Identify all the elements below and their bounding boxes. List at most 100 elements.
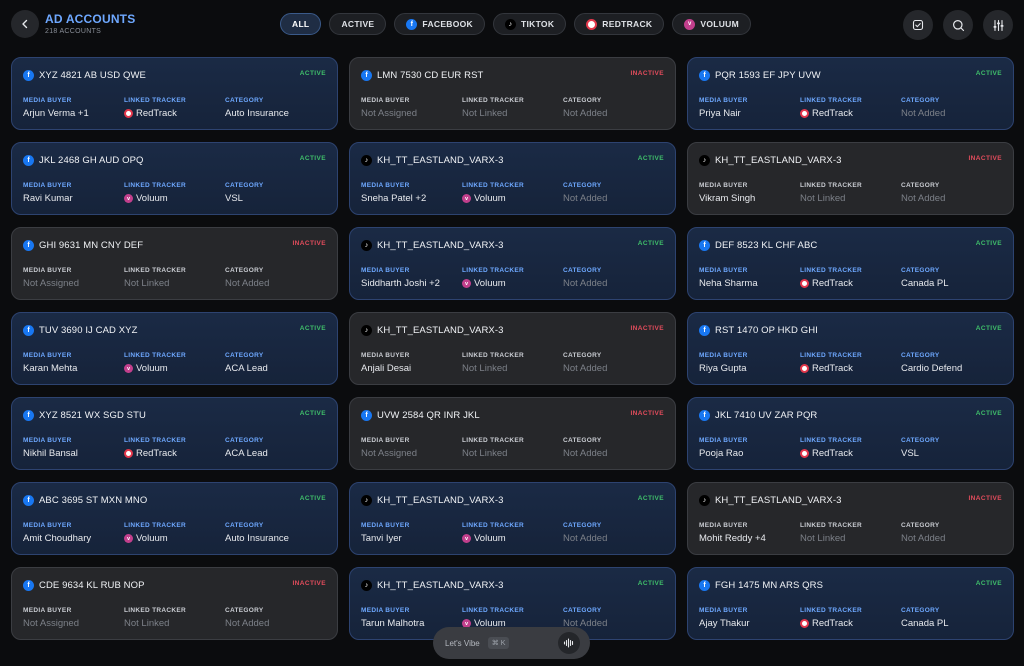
status-badge: INACTIVE	[630, 410, 664, 417]
media-buyer-value: Karan Mehta	[23, 363, 124, 374]
account-card[interactable]: ♪ KH_TT_EASTLAND_VARX-3 INACTIVE MEDIA BUYE…	[349, 312, 676, 385]
linked-tracker-text: Voluum	[136, 193, 168, 204]
facebook-icon: f	[699, 324, 710, 336]
voluum-icon: v	[684, 18, 696, 30]
back-button[interactable]	[11, 10, 39, 38]
media-buyer-value: Siddharth Joshi +2	[361, 278, 462, 289]
linked-tracker-text: Not Linked	[800, 193, 846, 204]
account-card[interactable]: f JKL 7410 UV ZAR PQR ACTIVE MEDIA BUYER Poo…	[687, 397, 1014, 470]
category-text: Auto Insurance	[225, 533, 289, 544]
filter-chip-tiktok[interactable]: ♪ TIKTOK	[493, 13, 567, 35]
card-header: f JKL 7410 UV ZAR PQR	[699, 408, 1002, 422]
facebook-icon: f	[699, 579, 710, 591]
media-buyer-label: MEDIA BUYER	[23, 182, 72, 189]
media-buyer-text: Not Assigned	[23, 278, 79, 289]
media-buyer-field: MEDIA BUYER Sneha Patel +2	[361, 182, 462, 204]
account-card[interactable]: f JKL 2468 GH AUD OPQ ACTIVE MEDIA BUYER Rav…	[11, 142, 338, 215]
category-label: CATEGORY	[563, 182, 602, 189]
account-name: DEF 8523 KL CHF ABC	[715, 239, 818, 251]
card-header: ♪ KH_TT_EASTLAND_VARX-3	[361, 153, 664, 167]
linked-tracker-text: RedTrack	[812, 448, 853, 459]
account-card[interactable]: f UVW 2584 QR INR JKL INACTIVE MEDIA BUYER N…	[349, 397, 676, 470]
linked-tracker-label: LINKED TRACKER	[462, 437, 524, 444]
select-button[interactable]	[903, 10, 933, 40]
card-fields: MEDIA BUYER Arjun Verma +1 LINKED TRACKER R…	[23, 97, 326, 119]
search-button[interactable]	[943, 10, 973, 40]
media-buyer-text: Siddharth Joshi +2	[361, 278, 440, 289]
linked-tracker-text: Not Linked	[124, 278, 170, 289]
redtrack-icon	[586, 18, 598, 30]
category-value: Auto Insurance	[225, 533, 326, 544]
category-field: CATEGORY ACA Lead	[225, 352, 326, 374]
status-badge: ACTIVE	[975, 325, 1002, 332]
filter-chip-facebook[interactable]: f FACEBOOK	[394, 13, 485, 35]
status-badge: INACTIVE	[630, 70, 664, 77]
account-card[interactable]: ♪ KH_TT_EASTLAND_VARX-3 INACTIVE MEDIA BUYE…	[687, 142, 1014, 215]
vibe-bar[interactable]: Let's Vibe ⌘ K	[433, 627, 590, 659]
category-text: Not Added	[563, 278, 608, 289]
account-card[interactable]: f RST 1470 OP HKD GHI ACTIVE MEDIA BUYER Riy…	[687, 312, 1014, 385]
category-value: Not Added	[901, 108, 1002, 119]
media-buyer-label: MEDIA BUYER	[699, 352, 748, 359]
linked-tracker-field: LINKED TRACKER RedTrack	[800, 352, 901, 374]
account-card[interactable]: ♪ KH_TT_EASTLAND_VARX-3 ACTIVE MEDIA BUYER S…	[349, 227, 676, 300]
media-buyer-value: Not Assigned	[23, 618, 124, 629]
card-fields: MEDIA BUYER Vikram Singh LINKED TRACKER Not…	[699, 182, 1002, 204]
filter-chip-voluum[interactable]: v VOLUUM	[672, 13, 752, 35]
filter-chip-all[interactable]: ALL	[280, 13, 322, 35]
category-label: CATEGORY	[901, 522, 940, 529]
search-icon	[952, 19, 964, 31]
account-card[interactable]: ♪ KH_TT_EASTLAND_VARX-3 ACTIVE MEDIA BUYER T…	[349, 482, 676, 555]
linked-tracker-label: LINKED TRACKER	[800, 607, 862, 614]
facebook-icon: f	[23, 494, 34, 506]
linked-tracker-label: LINKED TRACKER	[800, 437, 862, 444]
media-buyer-value: Arjun Verma +1	[23, 108, 124, 119]
media-buyer-field: MEDIA BUYER Neha Sharma	[699, 267, 800, 289]
category-label: CATEGORY	[563, 522, 602, 529]
linked-tracker-field: LINKED TRACKER Not Linked	[124, 607, 225, 629]
card-header: f DEF 8523 KL CHF ABC	[699, 238, 1002, 252]
facebook-icon: f	[23, 154, 34, 166]
category-field: CATEGORY Canada PL	[901, 267, 1002, 289]
linked-tracker-value: Not Linked	[800, 193, 901, 204]
account-card[interactable]: f GHI 9631 MN CNY DEF INACTIVE MEDIA BUYER N…	[11, 227, 338, 300]
facebook-icon: f	[699, 239, 710, 251]
linked-tracker-text: RedTrack	[136, 108, 177, 119]
filter-chip-redtrack[interactable]: REDTRACK	[574, 13, 665, 35]
category-text: Not Added	[563, 193, 608, 204]
category-label: CATEGORY	[563, 97, 602, 104]
card-fields: MEDIA BUYER Nikhil Bansal LINKED TRACKER Re…	[23, 437, 326, 459]
voice-button[interactable]	[558, 632, 580, 654]
category-value: Canada PL	[901, 618, 1002, 629]
account-name: ABC 3695 ST MXN MNO	[39, 494, 148, 506]
linked-tracker-label: LINKED TRACKER	[800, 352, 862, 359]
account-card[interactable]: f LMN 7530 CD EUR RST INACTIVE MEDIA BUYER N…	[349, 57, 676, 130]
account-card[interactable]: f XYZ 4821 AB USD QWE ACTIVE MEDIA BUYER Arj…	[11, 57, 338, 130]
filter-chip-active[interactable]: ACTIVE	[329, 13, 387, 35]
category-label: CATEGORY	[901, 607, 940, 614]
account-card[interactable]: f DEF 8523 KL CHF ABC ACTIVE MEDIA BUYER Neh…	[687, 227, 1014, 300]
tiktok-icon: ♪	[361, 239, 372, 251]
media-buyer-field: MEDIA BUYER Ajay Thakur	[699, 607, 800, 629]
account-card[interactable]: f FGH 1475 MN ARS QRS ACTIVE MEDIA BUYER Aja…	[687, 567, 1014, 640]
category-label: CATEGORY	[901, 182, 940, 189]
account-card[interactable]: f TUV 3690 IJ CAD XYZ ACTIVE MEDIA BUYER Kar…	[11, 312, 338, 385]
media-buyer-label: MEDIA BUYER	[23, 522, 72, 529]
account-card[interactable]: f ABC 3695 ST MXN MNO ACTIVE MEDIA BUYER Ami…	[11, 482, 338, 555]
voluum-icon: v	[462, 194, 471, 203]
category-text: Cardio Defend	[901, 363, 963, 374]
linked-tracker-field: LINKED TRACKER RedTrack	[800, 97, 901, 119]
filter-settings-button[interactable]	[983, 10, 1013, 40]
category-text: Not Added	[901, 108, 946, 119]
account-card[interactable]: ♪ KH_TT_EASTLAND_VARX-3 ACTIVE MEDIA BUYER S…	[349, 142, 676, 215]
media-buyer-text: Karan Mehta	[23, 363, 78, 374]
account-card[interactable]: f PQR 1593 EF JPY UVW ACTIVE MEDIA BUYER Pri…	[687, 57, 1014, 130]
page-title: AD ACCOUNTS	[45, 12, 136, 26]
linked-tracker-value: RedTrack	[124, 448, 225, 459]
filter-bar: ALL ACTIVE f FACEBOOK ♪ TIKTOK REDTRACK v VOLUUM	[280, 13, 752, 35]
account-card[interactable]: ♪ KH_TT_EASTLAND_VARX-3 INACTIVE MEDIA BUYE…	[687, 482, 1014, 555]
voluum-icon: v	[124, 534, 133, 543]
account-card[interactable]: f XYZ 8521 WX SGD STU ACTIVE MEDIA BUYER Nik…	[11, 397, 338, 470]
account-card[interactable]: f CDE 9634 KL RUB NOP INACTIVE MEDIA BUYER N…	[11, 567, 338, 640]
linked-tracker-value: RedTrack	[800, 278, 901, 289]
